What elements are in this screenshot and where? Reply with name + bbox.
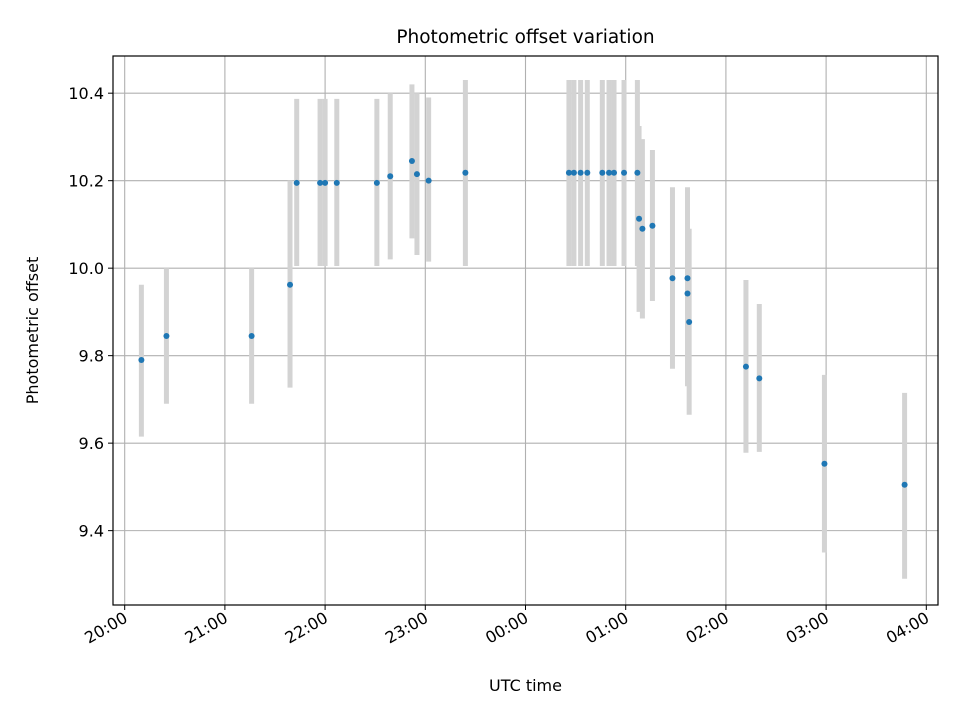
data-point (756, 375, 763, 382)
data-point (387, 173, 394, 180)
data-point (634, 169, 641, 176)
data-point (639, 225, 646, 232)
y-tick-label: 10.0 (68, 259, 104, 278)
y-tick-label: 9.6 (79, 434, 104, 453)
y-axis-ticks: 9.4 9.6 9.8 10.0 10.2 10.4 (68, 84, 113, 541)
y-tick-label: 9.8 (79, 347, 104, 366)
data-point (684, 275, 691, 282)
data-point (821, 460, 828, 467)
y-tick-label: 9.4 (79, 522, 104, 541)
y-axis-title: Photometric offset (23, 257, 42, 405)
data-point (570, 169, 577, 176)
data-point (669, 275, 676, 282)
data-point (565, 169, 572, 176)
data-point (606, 169, 613, 176)
data-point (317, 179, 324, 186)
data-point (684, 290, 691, 297)
data-point (462, 169, 469, 176)
data-point (163, 332, 170, 339)
data-point (636, 215, 643, 222)
data-point (333, 179, 340, 186)
x-axis-title: UTC time (489, 676, 562, 695)
data-point (287, 281, 294, 288)
data-point (584, 169, 591, 176)
data-points (138, 157, 908, 488)
data-point (408, 157, 415, 164)
data-point (901, 481, 908, 488)
data-point (425, 177, 432, 184)
data-point (621, 169, 628, 176)
data-point (373, 179, 380, 186)
data-point (599, 169, 606, 176)
data-point (577, 169, 584, 176)
data-point (413, 171, 420, 178)
data-point (322, 179, 329, 186)
y-tick-label: 10.2 (68, 172, 104, 191)
chart-title: Photometric offset variation (396, 27, 654, 48)
data-point (686, 318, 693, 325)
y-tick-label: 10.4 (68, 84, 104, 103)
data-point (649, 222, 656, 229)
data-point (293, 179, 300, 186)
data-point (611, 169, 618, 176)
data-point (138, 357, 145, 364)
data-point (248, 332, 255, 339)
data-point (742, 363, 749, 370)
